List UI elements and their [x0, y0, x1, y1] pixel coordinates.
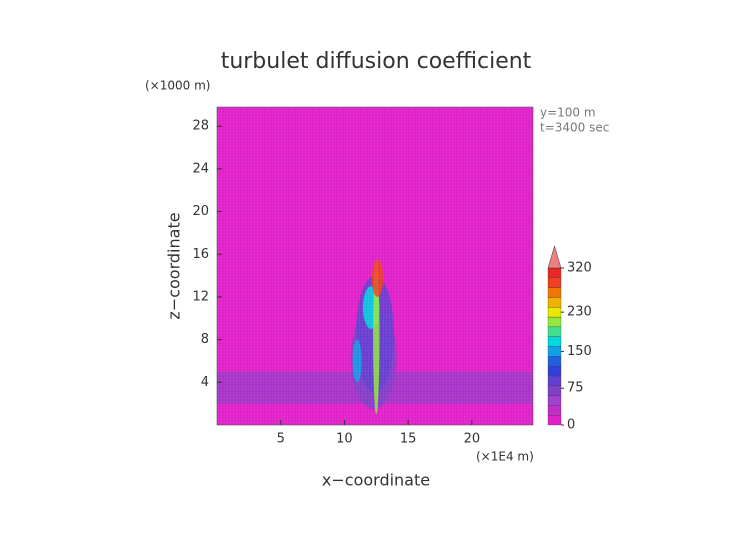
- colorbar-box: [547, 405, 562, 416]
- colorbar-extend: [547, 245, 562, 269]
- colorbar-tick-label: 0: [567, 418, 575, 433]
- x-tick-label: 20: [464, 432, 481, 447]
- plot-grid: [217, 107, 533, 425]
- colorbar-box: [547, 336, 562, 347]
- colorbar-box: [547, 375, 562, 386]
- x-tick-label: 5: [277, 432, 285, 447]
- colorbar-tick-label: 320: [567, 261, 592, 276]
- colorbar-box: [547, 415, 562, 426]
- y-axis-title: z−coordinate: [165, 212, 184, 319]
- colorbar-box: [547, 307, 562, 318]
- colorbar-box: [547, 385, 562, 396]
- y-tick-label: 16: [192, 247, 209, 262]
- x-unit: (×1E4 m): [476, 450, 534, 464]
- colorbar-box: [547, 356, 562, 367]
- annotation: t=3400 sec: [540, 121, 609, 135]
- chart-title: turbulet diffusion coefficient: [221, 49, 532, 74]
- plot-frame: [216, 106, 534, 426]
- colorbar-tick-label: 75: [567, 381, 584, 396]
- x-tick-label: 10: [336, 432, 353, 447]
- y-tick-label: 4: [201, 375, 209, 390]
- x-tick-label: 15: [400, 432, 417, 447]
- y-unit: (×1000 m): [145, 79, 210, 93]
- colorbar-box: [547, 277, 562, 288]
- colorbar-box: [547, 267, 562, 278]
- y-tick-label: 28: [192, 119, 209, 134]
- colorbar-tick-label: 150: [567, 344, 592, 359]
- colorbar-tick-label: 230: [567, 305, 592, 320]
- y-tick-label: 20: [192, 204, 209, 219]
- colorbar-box: [547, 297, 562, 308]
- x-axis-title: x−coordinate: [322, 471, 430, 490]
- y-tick-label: 8: [201, 332, 209, 347]
- colorbar-box: [547, 316, 562, 328]
- colorbar-box: [547, 326, 562, 337]
- annotation: y=100 m: [540, 106, 596, 120]
- colorbar-box: [547, 365, 562, 377]
- y-tick-label: 24: [192, 161, 209, 176]
- y-tick-label: 12: [192, 289, 209, 304]
- colorbar-box: [547, 287, 562, 298]
- colorbar-box: [547, 346, 562, 357]
- colorbar-box: [547, 395, 562, 406]
